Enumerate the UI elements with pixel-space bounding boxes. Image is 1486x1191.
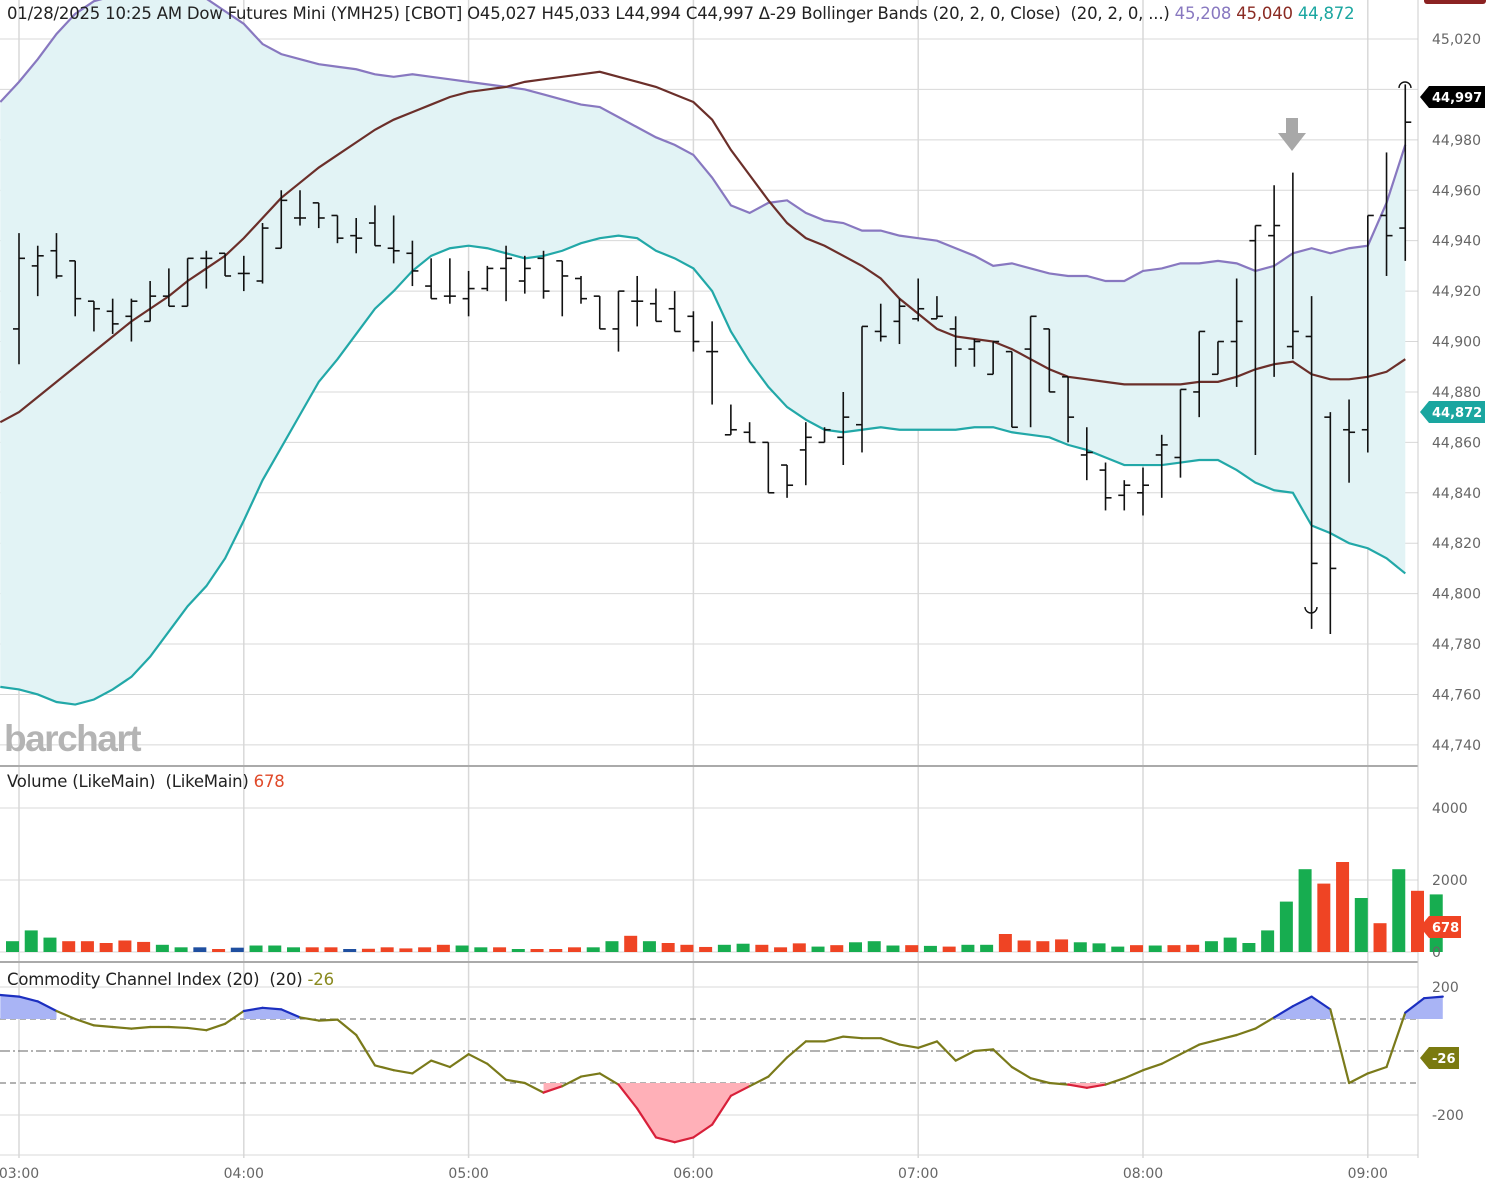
bollinger-bands	[0, 0, 1407, 706]
svg-text:44,780: 44,780	[1432, 637, 1481, 653]
svg-text:44,840: 44,840	[1432, 486, 1481, 502]
extreme-markers	[1278, 81, 1412, 614]
header-instrument[interactable]: Dow Futures Mini (YMH25) [CBOT]	[186, 4, 463, 23]
svg-text:44,920: 44,920	[1432, 284, 1481, 300]
svg-text:0: 0	[1432, 945, 1441, 961]
svg-text:44,980: 44,980	[1432, 133, 1481, 149]
svg-text:2000: 2000	[1432, 873, 1468, 889]
svg-text:44,940: 44,940	[1432, 234, 1481, 250]
header-middle: 45,040	[1236, 4, 1293, 23]
header-open: O45,027	[467, 4, 537, 23]
ohlc-bars	[13, 84, 1412, 634]
chart-header: 01/28/2025 10:25 AM Dow Futures Mini (YM…	[7, 4, 1355, 23]
barchart-logo: barchart	[4, 718, 142, 759]
value-tags: 44,997 44,872 678 -26	[1420, 86, 1485, 1069]
svg-text:44,872: 44,872	[1432, 406, 1482, 421]
svg-text:08:00: 08:00	[1123, 1166, 1163, 1182]
header-datetime: 01/28/2025 10:25 AM	[7, 4, 182, 23]
svg-text:06:00: 06:00	[673, 1166, 713, 1182]
header-low: L44,994	[615, 4, 681, 23]
svg-text:44,740: 44,740	[1432, 738, 1481, 754]
svg-text:05:00: 05:00	[448, 1166, 488, 1182]
svg-text:200: 200	[1432, 980, 1459, 996]
svg-text:44,960: 44,960	[1432, 183, 1481, 199]
top-right-red-tab[interactable]	[1424, 0, 1486, 4]
svg-text:44,880: 44,880	[1432, 385, 1481, 401]
svg-text:44,800: 44,800	[1432, 587, 1481, 603]
svg-text:07:00: 07:00	[898, 1166, 938, 1182]
volume-value: 678	[253, 772, 285, 791]
svg-text:4000: 4000	[1432, 801, 1468, 817]
svg-text:09:00: 09:00	[1348, 1166, 1388, 1182]
svg-text:44,820: 44,820	[1432, 536, 1481, 552]
svg-text:45,020: 45,020	[1432, 32, 1481, 48]
header-lower: 44,872	[1297, 4, 1355, 23]
cci-line	[0, 993, 1444, 1144]
bollinger-band-fill	[0, 0, 1406, 705]
cci-title[interactable]: Commodity Channel Index (20) (20)	[7, 970, 303, 989]
svg-text:44,760: 44,760	[1432, 687, 1481, 703]
cci-pane-header: Commodity Channel Index (20) (20) -26	[7, 970, 334, 989]
svg-text:04:00: 04:00	[224, 1166, 264, 1182]
svg-text:44,860: 44,860	[1432, 435, 1481, 451]
header-close: C44,997	[685, 4, 754, 23]
price-axis[interactable]: 45,020 44,980 44,960 44,940 44,920 44,900 44,8…	[0, 32, 1481, 1182]
header-change: Δ-29	[758, 4, 797, 23]
header-upper: 45,208	[1174, 4, 1232, 23]
svg-text:-26: -26	[1432, 1052, 1456, 1067]
volume-bars	[6, 862, 1443, 952]
svg-text:03:00: 03:00	[0, 1166, 39, 1182]
header-high: H45,033	[541, 4, 611, 23]
svg-text:678: 678	[1432, 921, 1459, 936]
header-study[interactable]: Bollinger Bands (20, 2, 0, Close) (20, 2…	[801, 4, 1170, 23]
volume-pane-header: Volume (LikeMain) (LikeMain) 678	[7, 772, 285, 791]
svg-text:-200: -200	[1432, 1108, 1464, 1124]
cci-value: -26	[307, 970, 335, 989]
svg-text:44,900: 44,900	[1432, 335, 1481, 351]
volume-title[interactable]: Volume (LikeMain) (LikeMain)	[7, 772, 249, 791]
svg-text:44,997: 44,997	[1432, 91, 1482, 106]
